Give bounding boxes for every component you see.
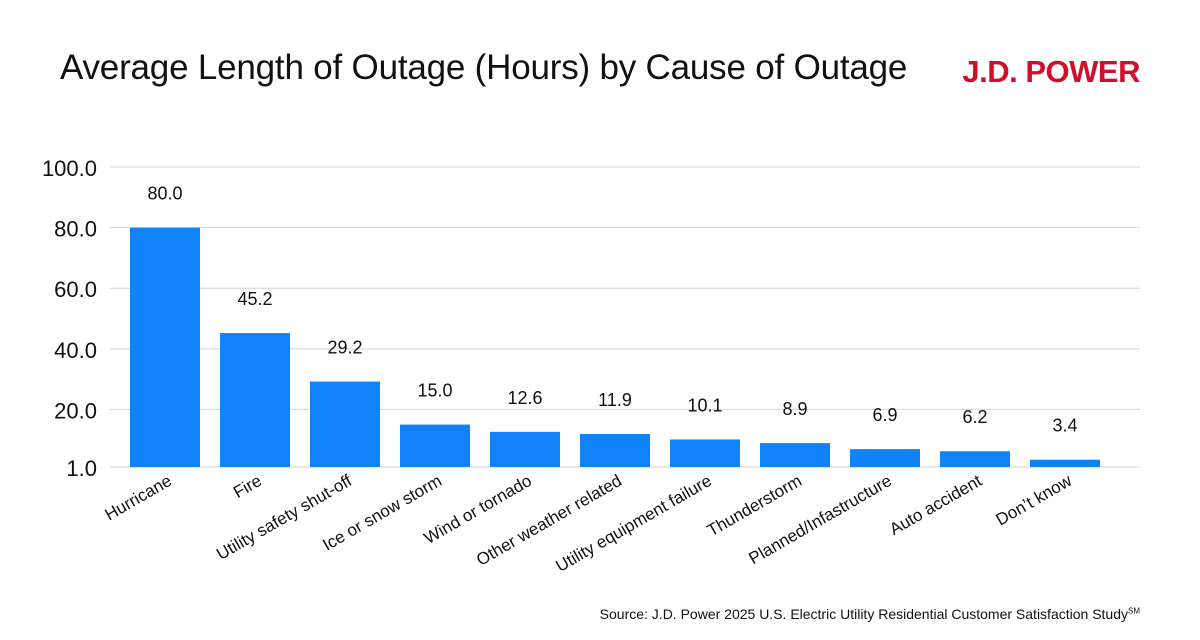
data-label: 10.1: [687, 395, 722, 415]
x-tick-label: Planned/Infastructure: [746, 471, 895, 568]
data-label: 3.4: [1052, 416, 1077, 436]
bar: [850, 449, 920, 467]
data-label: 11.9: [598, 390, 632, 410]
value-labels: 80.0 45.2 29.2 15.0 12.6 11.9 10.1 8.9 6.9 6.2 3.4: [147, 184, 1077, 436]
data-label: 45.2: [237, 289, 272, 309]
data-label: 12.6: [507, 388, 542, 408]
bar: [310, 381, 380, 467]
bar: [220, 333, 290, 467]
data-label: 6.2: [962, 407, 987, 427]
y-tick-label: 1.0: [66, 456, 97, 481]
y-tick-label: 60.0: [54, 277, 97, 302]
y-tick-label: 40.0: [54, 338, 97, 363]
jd-power-logo: J.D. POWER: [962, 54, 1140, 89]
bar: [670, 439, 740, 467]
y-tick-label: 100.0: [42, 156, 97, 181]
y-tick-label: 80.0: [54, 217, 97, 242]
data-label: 15.0: [417, 381, 452, 401]
bar-chart: 1.0 20.0 40.0 60.0 80.0 100.0 80.0 45.2 29.2 15.…: [42, 156, 1140, 576]
bars: [130, 227, 1100, 467]
data-label: 29.2: [327, 338, 362, 358]
bar: [490, 431, 560, 467]
bar: [760, 443, 830, 467]
bar: [940, 451, 1010, 467]
data-label: 80.0: [147, 184, 182, 204]
bar: [130, 227, 200, 467]
source-text: Source: J.D. Power 2025 U.S. Electric Ut…: [599, 606, 1128, 622]
x-tick-label: Hurricane: [102, 471, 175, 524]
bar: [1030, 459, 1100, 467]
bar: [400, 424, 470, 467]
source-note: Source: J.D. Power 2025 U.S. Electric Ut…: [600, 606, 1140, 622]
y-tick-label: 20.0: [54, 398, 97, 423]
x-tick-label: Auto accident: [886, 471, 985, 539]
x-tick-label: Utility equipment failure: [552, 471, 715, 576]
data-label: 6.9: [872, 405, 897, 425]
x-tick-label: Fire: [230, 471, 265, 502]
data-label: 8.9: [782, 399, 807, 419]
service-mark: SM: [1128, 606, 1140, 616]
x-tick-label: Other weather related: [473, 471, 625, 570]
y-axis-tick-labels: 1.0 20.0 40.0 60.0 80.0 100.0: [42, 156, 97, 481]
x-tick-label: Don’t know: [993, 471, 1076, 530]
chart-title: Average Length of Outage (Hours) by Caus…: [60, 48, 908, 87]
bar: [580, 433, 650, 467]
